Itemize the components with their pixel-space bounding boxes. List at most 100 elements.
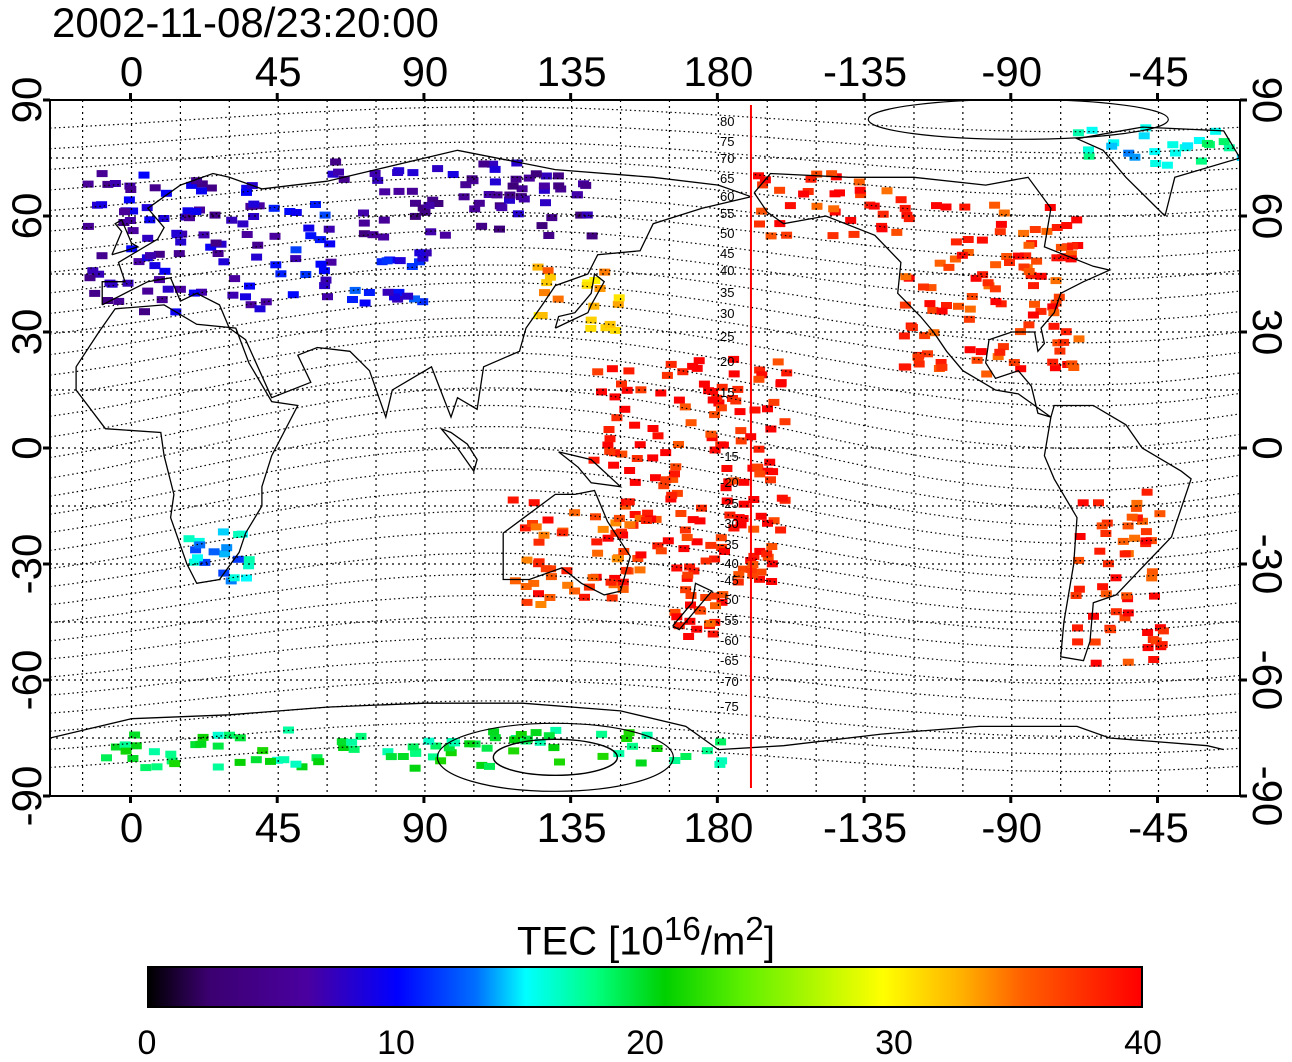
- tec-cell: [322, 293, 333, 301]
- tec-cell: [296, 763, 308, 771]
- tec-cell: [324, 240, 336, 248]
- tec-cell: [1001, 253, 1013, 260]
- lon-label-bottom: 0: [120, 804, 143, 851]
- tec-cell: [1023, 321, 1035, 329]
- mlat-contour: [50, 369, 1240, 449]
- tec-cell: [1048, 322, 1060, 330]
- coastline-segment: [111, 218, 140, 256]
- mlat-label: -40: [720, 556, 739, 571]
- tec-cell: [827, 232, 839, 240]
- tec-cell: [409, 212, 421, 220]
- tec-cell: [158, 215, 170, 222]
- tec-cell: [618, 548, 630, 555]
- tec-cell: [755, 512, 767, 520]
- tec-cell: [1193, 137, 1205, 144]
- tec-cell: [1110, 608, 1122, 616]
- mlat-label: 60: [720, 189, 734, 204]
- mlat-contour: [50, 299, 1240, 365]
- tec-cell: [423, 201, 435, 209]
- tec-cell: [379, 188, 391, 196]
- tec-cell: [1089, 638, 1101, 646]
- tec-cell: [534, 738, 546, 746]
- mlat-contour: [50, 679, 1240, 720]
- tec-cell: [962, 249, 974, 256]
- mlat-label: -75: [720, 699, 739, 714]
- tec-cell: [604, 435, 616, 443]
- tec-cell: [1071, 216, 1083, 224]
- tec-cell: [1073, 335, 1085, 343]
- tec-cell: [1223, 144, 1235, 152]
- tec-cell: [84, 274, 96, 282]
- tec-cell: [140, 764, 152, 772]
- mlat-contour: [50, 552, 1240, 615]
- tec-cell: [1073, 585, 1085, 593]
- tec-cell: [688, 567, 700, 575]
- mlat-contour: [50, 658, 1240, 702]
- tec-cell: [732, 385, 744, 393]
- tec-cell: [964, 346, 976, 354]
- tec-cell: [407, 169, 419, 177]
- mlat-label: 65: [720, 171, 734, 186]
- tec-cell: [1018, 263, 1030, 271]
- tec-cell: [96, 201, 108, 209]
- mlat-label: 80: [720, 114, 734, 129]
- tec-cell: [133, 258, 145, 266]
- tec-cell: [934, 259, 946, 267]
- tec-cell: [300, 271, 312, 278]
- tec-cell: [205, 184, 217, 192]
- lon-label-top: 0: [120, 48, 143, 95]
- tec-cell: [478, 160, 490, 168]
- tec-cell: [624, 467, 636, 474]
- tec-cell: [673, 441, 684, 448]
- tec-cell: [533, 558, 545, 566]
- tec-cell: [519, 524, 531, 532]
- coastline-segment: [75, 304, 299, 585]
- tec-cell: [779, 418, 791, 426]
- tec-cell: [949, 255, 961, 263]
- tec-cell: [766, 578, 778, 585]
- mlat-contour: [50, 510, 1240, 579]
- tec-cell: [1170, 149, 1181, 157]
- tec-cell: [753, 445, 765, 453]
- tec-cell: [705, 541, 717, 549]
- tec-cell: [784, 202, 796, 210]
- tec-cell: [922, 350, 933, 358]
- tec-cell: [210, 239, 222, 247]
- tec-cell: [632, 555, 644, 562]
- tec-cell: [733, 514, 745, 522]
- tec-cell: [671, 613, 683, 621]
- tec-cell: [694, 517, 706, 525]
- frame-ticks: [43, 93, 1247, 803]
- tec-cell: [205, 243, 217, 251]
- tec-cell: [290, 760, 302, 768]
- tec-cell: [507, 496, 519, 504]
- tec-cell: [153, 250, 165, 258]
- tec-cell: [647, 425, 659, 432]
- tec-cell: [571, 191, 583, 199]
- tec-cell: [805, 175, 817, 183]
- tec-cell: [508, 747, 520, 755]
- tec-cell: [679, 526, 691, 534]
- tec-cell: [940, 203, 952, 211]
- tec-cell: [617, 531, 629, 539]
- tec-cell: [738, 500, 750, 508]
- tec-cell: [776, 494, 788, 502]
- tec-cell: [229, 275, 241, 283]
- tec-cell: [1218, 138, 1230, 146]
- tec-cell: [717, 591, 729, 599]
- mlat-label: -30: [720, 516, 739, 531]
- tec-cell: [684, 563, 696, 571]
- tec-cell: [1146, 568, 1158, 576]
- tec-cell: [347, 296, 358, 303]
- tec-cell: [691, 625, 703, 633]
- tec-cell: [650, 474, 661, 482]
- tec-cell: [212, 742, 224, 750]
- tec-cell: [543, 732, 555, 740]
- tec-cell: [976, 236, 988, 244]
- tec-cell: [680, 753, 692, 760]
- tec-cell: [196, 180, 208, 188]
- tec-cell: [624, 521, 636, 529]
- tec-cell: [124, 217, 136, 224]
- tec-cell: [1195, 157, 1207, 165]
- tec-cell: [970, 274, 982, 282]
